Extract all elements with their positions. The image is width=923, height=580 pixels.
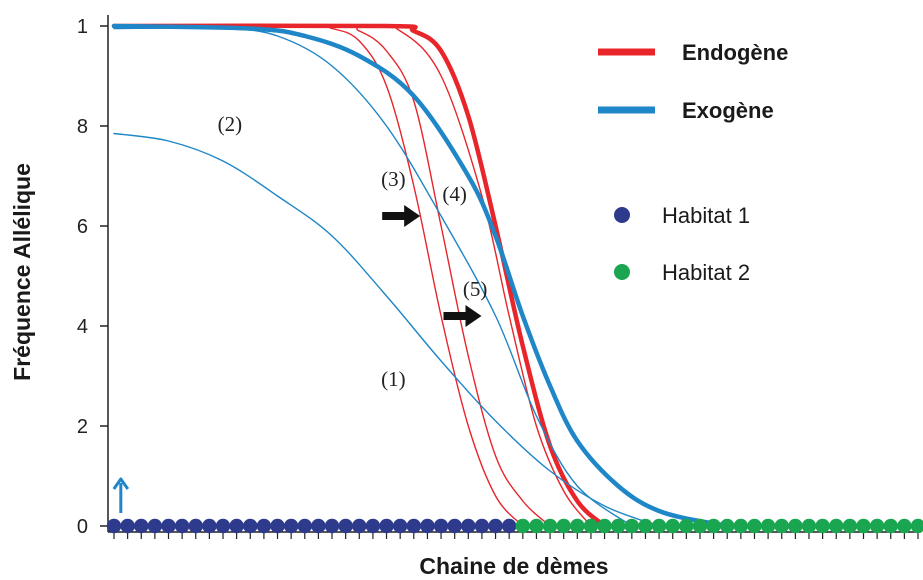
- habitat1-deme-dot: [379, 518, 394, 534]
- habitat2-deme-dot: [856, 518, 871, 534]
- legend-item-habitat-1: Habitat 1: [614, 203, 750, 228]
- y-tick-label: 0: [77, 516, 88, 538]
- habitat2-deme-dot: [720, 518, 735, 534]
- legend-label: Endogène: [682, 40, 788, 65]
- habitat1-deme-dot: [433, 518, 449, 534]
- habitat2-deme-dot: [910, 518, 923, 534]
- habitat1-deme-dot: [134, 518, 149, 534]
- habitat2-deme-dot: [529, 518, 544, 534]
- legend-swatch: [614, 264, 630, 280]
- y-axis-title: Fréquence Allélique: [9, 163, 35, 381]
- habitat1-deme-dot: [447, 518, 462, 534]
- exogene-curve-3: [111, 23, 744, 529]
- habitat1-deme-dot: [324, 518, 340, 534]
- habitat1-deme-dot: [229, 518, 244, 534]
- habitat1-deme-dot: [147, 518, 163, 534]
- habitat1-deme-dot: [243, 518, 258, 534]
- deme-dots: [106, 518, 923, 534]
- habitat1-deme-dot: [474, 518, 490, 534]
- curve-label: (1): [381, 367, 406, 391]
- annotations: [112, 205, 482, 513]
- habitat1-deme-dot: [420, 518, 435, 534]
- legend-label: Exogène: [682, 98, 774, 123]
- legend-swatch: [614, 207, 630, 223]
- habitat1-deme-dot: [161, 518, 176, 534]
- habitat1-deme-dot: [256, 518, 272, 534]
- y-tick-label: 4: [77, 316, 88, 338]
- legend-item-habitat-2: Habitat 2: [614, 260, 750, 285]
- habitat2-deme-dot: [788, 518, 803, 534]
- habitat1-deme-dot: [488, 518, 503, 534]
- curve-labels: (1) (2) (3) (4) (5): [218, 112, 488, 391]
- habitat2-deme-dot: [570, 518, 585, 534]
- habitat2-deme-dot: [815, 518, 830, 534]
- habitat1-deme-dot: [106, 518, 122, 534]
- habitat2-deme-dot: [760, 518, 776, 534]
- axes: 0 2 4 6 8 1: [77, 15, 921, 539]
- habitat1-deme-dot: [283, 518, 299, 534]
- habitat1-deme-dot: [352, 518, 367, 534]
- legend-label: Habitat 1: [662, 203, 750, 228]
- habitat2-deme-dot: [583, 518, 599, 534]
- habitat2-deme-dot: [651, 518, 667, 534]
- habitat2-deme-dot: [638, 518, 653, 534]
- curve-label: (4): [442, 182, 467, 206]
- habitat1-deme-dot: [120, 518, 135, 534]
- annotation-arrow-right: [382, 205, 421, 227]
- habitat1-deme-dot: [311, 518, 326, 534]
- habitat2-deme-dot: [665, 518, 680, 534]
- annotation-arrow-right: [443, 305, 482, 327]
- habitat2-deme-dot: [556, 518, 571, 534]
- x-axis-title: Chaine de dèmes: [419, 553, 608, 579]
- habitat2-deme-dot: [829, 518, 844, 534]
- endogene-curve-2: [113, 24, 551, 527]
- legend: Endogène Exogène Habitat 1 Habitat 2: [598, 40, 788, 285]
- habitat2-deme-dot: [611, 518, 626, 534]
- habitat2-deme-dot: [733, 518, 749, 534]
- curve-label: (5): [463, 277, 488, 301]
- habitat2-deme-dot: [624, 518, 640, 534]
- habitat2-deme-dot: [542, 518, 558, 534]
- habitat2-deme-dot: [692, 518, 708, 534]
- habitat1-deme-dot: [215, 518, 231, 534]
- legend-label: Habitat 2: [662, 260, 750, 285]
- habitat2-deme-dot: [706, 518, 721, 534]
- habitat1-deme-dot: [365, 518, 381, 534]
- exogene-curve-1: [113, 132, 660, 527]
- habitat1-deme-dot: [501, 518, 517, 534]
- habitat1-deme-dot: [461, 518, 476, 534]
- legend-item-endog-ne: Endogène: [598, 40, 788, 65]
- habitat2-deme-dot: [747, 518, 762, 534]
- habitat2-deme-dot: [597, 518, 612, 534]
- habitat2-deme-dot: [869, 518, 885, 534]
- habitat2-deme-dot: [801, 518, 817, 534]
- habitat1-deme-dot: [174, 518, 190, 534]
- habitat1-deme-dot: [338, 518, 353, 534]
- endogene-curve-3: [113, 24, 592, 527]
- curves: [111, 23, 744, 529]
- habitat1-deme-dot: [297, 518, 312, 534]
- curve-label: (3): [381, 167, 406, 191]
- habitat1-deme-dot: [406, 518, 421, 534]
- annotation-arrow-up: [112, 477, 130, 513]
- habitat2-deme-dot: [679, 518, 694, 534]
- y-tick-label: 6: [77, 216, 88, 238]
- habitat1-deme-dot: [270, 518, 285, 534]
- y-tick-label: 2: [77, 416, 88, 438]
- habitat2-deme-dot: [515, 518, 531, 534]
- habitat2-deme-dot: [897, 518, 912, 534]
- habitat2-deme-dot: [842, 518, 858, 534]
- endogene-curve-4: [111, 23, 607, 529]
- habitat2-deme-dot: [883, 518, 898, 534]
- habitat2-deme-dot: [774, 518, 789, 534]
- habitat1-deme-dot: [188, 518, 203, 534]
- habitat1-deme-dot: [392, 518, 408, 534]
- habitat1-deme-dot: [202, 518, 217, 534]
- curve-label: (2): [218, 112, 243, 136]
- legend-item-exog-ne: Exogène: [598, 98, 774, 123]
- exogene-curve-2: [113, 27, 633, 527]
- y-tick-label: 8: [77, 116, 88, 138]
- y-tick-label: 1: [77, 16, 88, 38]
